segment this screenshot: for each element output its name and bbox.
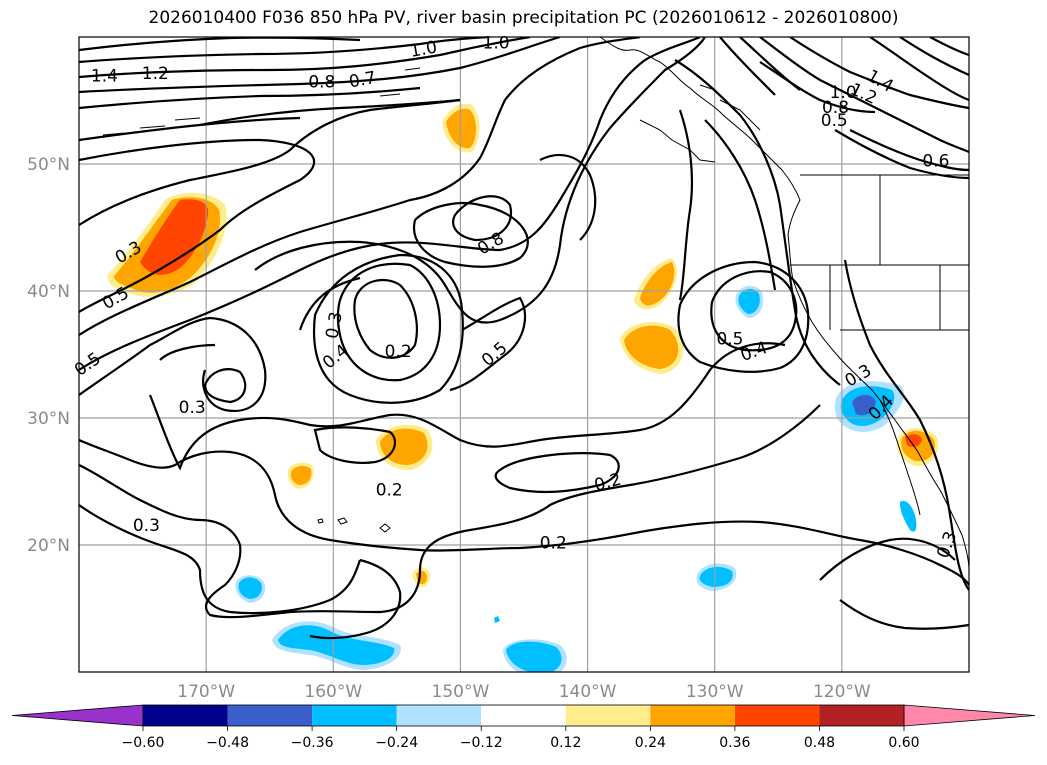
colorbar-tick-label: 0.48 xyxy=(804,735,835,751)
colorbar-bin xyxy=(819,705,904,726)
colorbar-bin xyxy=(312,705,397,726)
longitude-tick-label: 120°W xyxy=(813,682,871,702)
contour-label: 1.2 xyxy=(142,64,169,84)
colorbar-tick-label: 0.12 xyxy=(550,735,581,751)
contour-label: 0.2 xyxy=(385,342,412,362)
colorbar-over-extension xyxy=(903,704,1036,727)
contour-label: 0.2 xyxy=(592,470,623,496)
longitude-tick-label: 170°W xyxy=(177,682,235,702)
contour-labels: 1.4 1.2 0.8 0.71.01.01.41.21.00.80.50.60.80… xyxy=(71,33,961,561)
axis-tick-labels: 170°W 160°W 150°W 140°W 130°W 120°W 20°N 30°N 40… xyxy=(27,155,871,702)
contour-label: 0.6 xyxy=(922,151,949,171)
precipitation-anomaly-shading xyxy=(107,103,939,672)
colorbar-tick-label: −0.24 xyxy=(375,735,418,751)
map-frame xyxy=(78,36,970,673)
map-title: 2026010400 F036 850 hPa PV, river basin … xyxy=(148,8,899,28)
colorbar-tick-label: −0.48 xyxy=(206,735,249,751)
colorbar-bin xyxy=(396,705,482,726)
contour-label: 0.8 xyxy=(308,73,335,93)
contour-label: 0.2 xyxy=(540,534,567,554)
colorbar-bin xyxy=(227,705,313,726)
contour-label: 0.7 xyxy=(347,68,377,92)
colorbar-tick-label: −0.12 xyxy=(460,735,503,751)
contour-label: 0.8 xyxy=(474,229,507,260)
longitude-tick-label: 160°W xyxy=(304,682,362,702)
colorbar-bin xyxy=(650,705,735,726)
longitude-tick-label: 140°W xyxy=(559,682,617,702)
colorbar-outline xyxy=(142,704,905,727)
colorbar: −0.60 −0.48 −0.36 −0.24 −0.12 0.12 0.24 0.36 0.4… xyxy=(11,704,1036,751)
latitude-tick-label: 50°N xyxy=(27,155,70,175)
contour-label: 1.4 xyxy=(91,66,118,86)
contour-label: 0.5 xyxy=(478,338,512,371)
colorbar-tick-label: 0.36 xyxy=(719,735,750,751)
contour-label: 0.2 xyxy=(376,480,403,500)
contour-label: 0.5 xyxy=(716,329,743,349)
contour-label: 0.5 xyxy=(821,111,848,131)
colorbar-tick-label: 0.60 xyxy=(888,735,919,751)
contour-label: 1.0 xyxy=(483,33,510,53)
contour-label: 0.3 xyxy=(322,310,346,340)
longitude-tick-label: 150°W xyxy=(432,682,490,702)
colorbar-bin xyxy=(481,705,566,726)
contour-label: 1.0 xyxy=(830,83,857,103)
contour-label: 0.3 xyxy=(133,516,160,536)
colorbar-tick-label: −0.60 xyxy=(122,735,165,751)
contour-label: 1.0 xyxy=(409,38,439,62)
contour-label: 0.3 xyxy=(179,398,206,418)
colorbar-bin xyxy=(143,705,228,726)
longitude-tick-label: 130°W xyxy=(686,682,744,702)
colorbar-under-extension xyxy=(11,704,144,727)
positive-anomaly-strong xyxy=(140,199,209,275)
latitude-tick-label: 20°N xyxy=(27,536,70,556)
contour-label: 0.5 xyxy=(71,349,105,381)
colorbar-bin xyxy=(565,705,651,726)
contour-label: 0.8 xyxy=(822,98,849,118)
colorbar-tick-label: −0.36 xyxy=(291,735,334,751)
colorbar-bin xyxy=(734,705,820,726)
latitude-tick-label: 40°N xyxy=(27,282,70,302)
colorbar-tick-label: 0.24 xyxy=(635,735,666,751)
latitude-tick-label: 30°N xyxy=(27,409,70,429)
map-gridlines xyxy=(79,37,969,672)
pv-contours xyxy=(79,37,969,640)
contour-label: 0.4 xyxy=(319,341,353,374)
